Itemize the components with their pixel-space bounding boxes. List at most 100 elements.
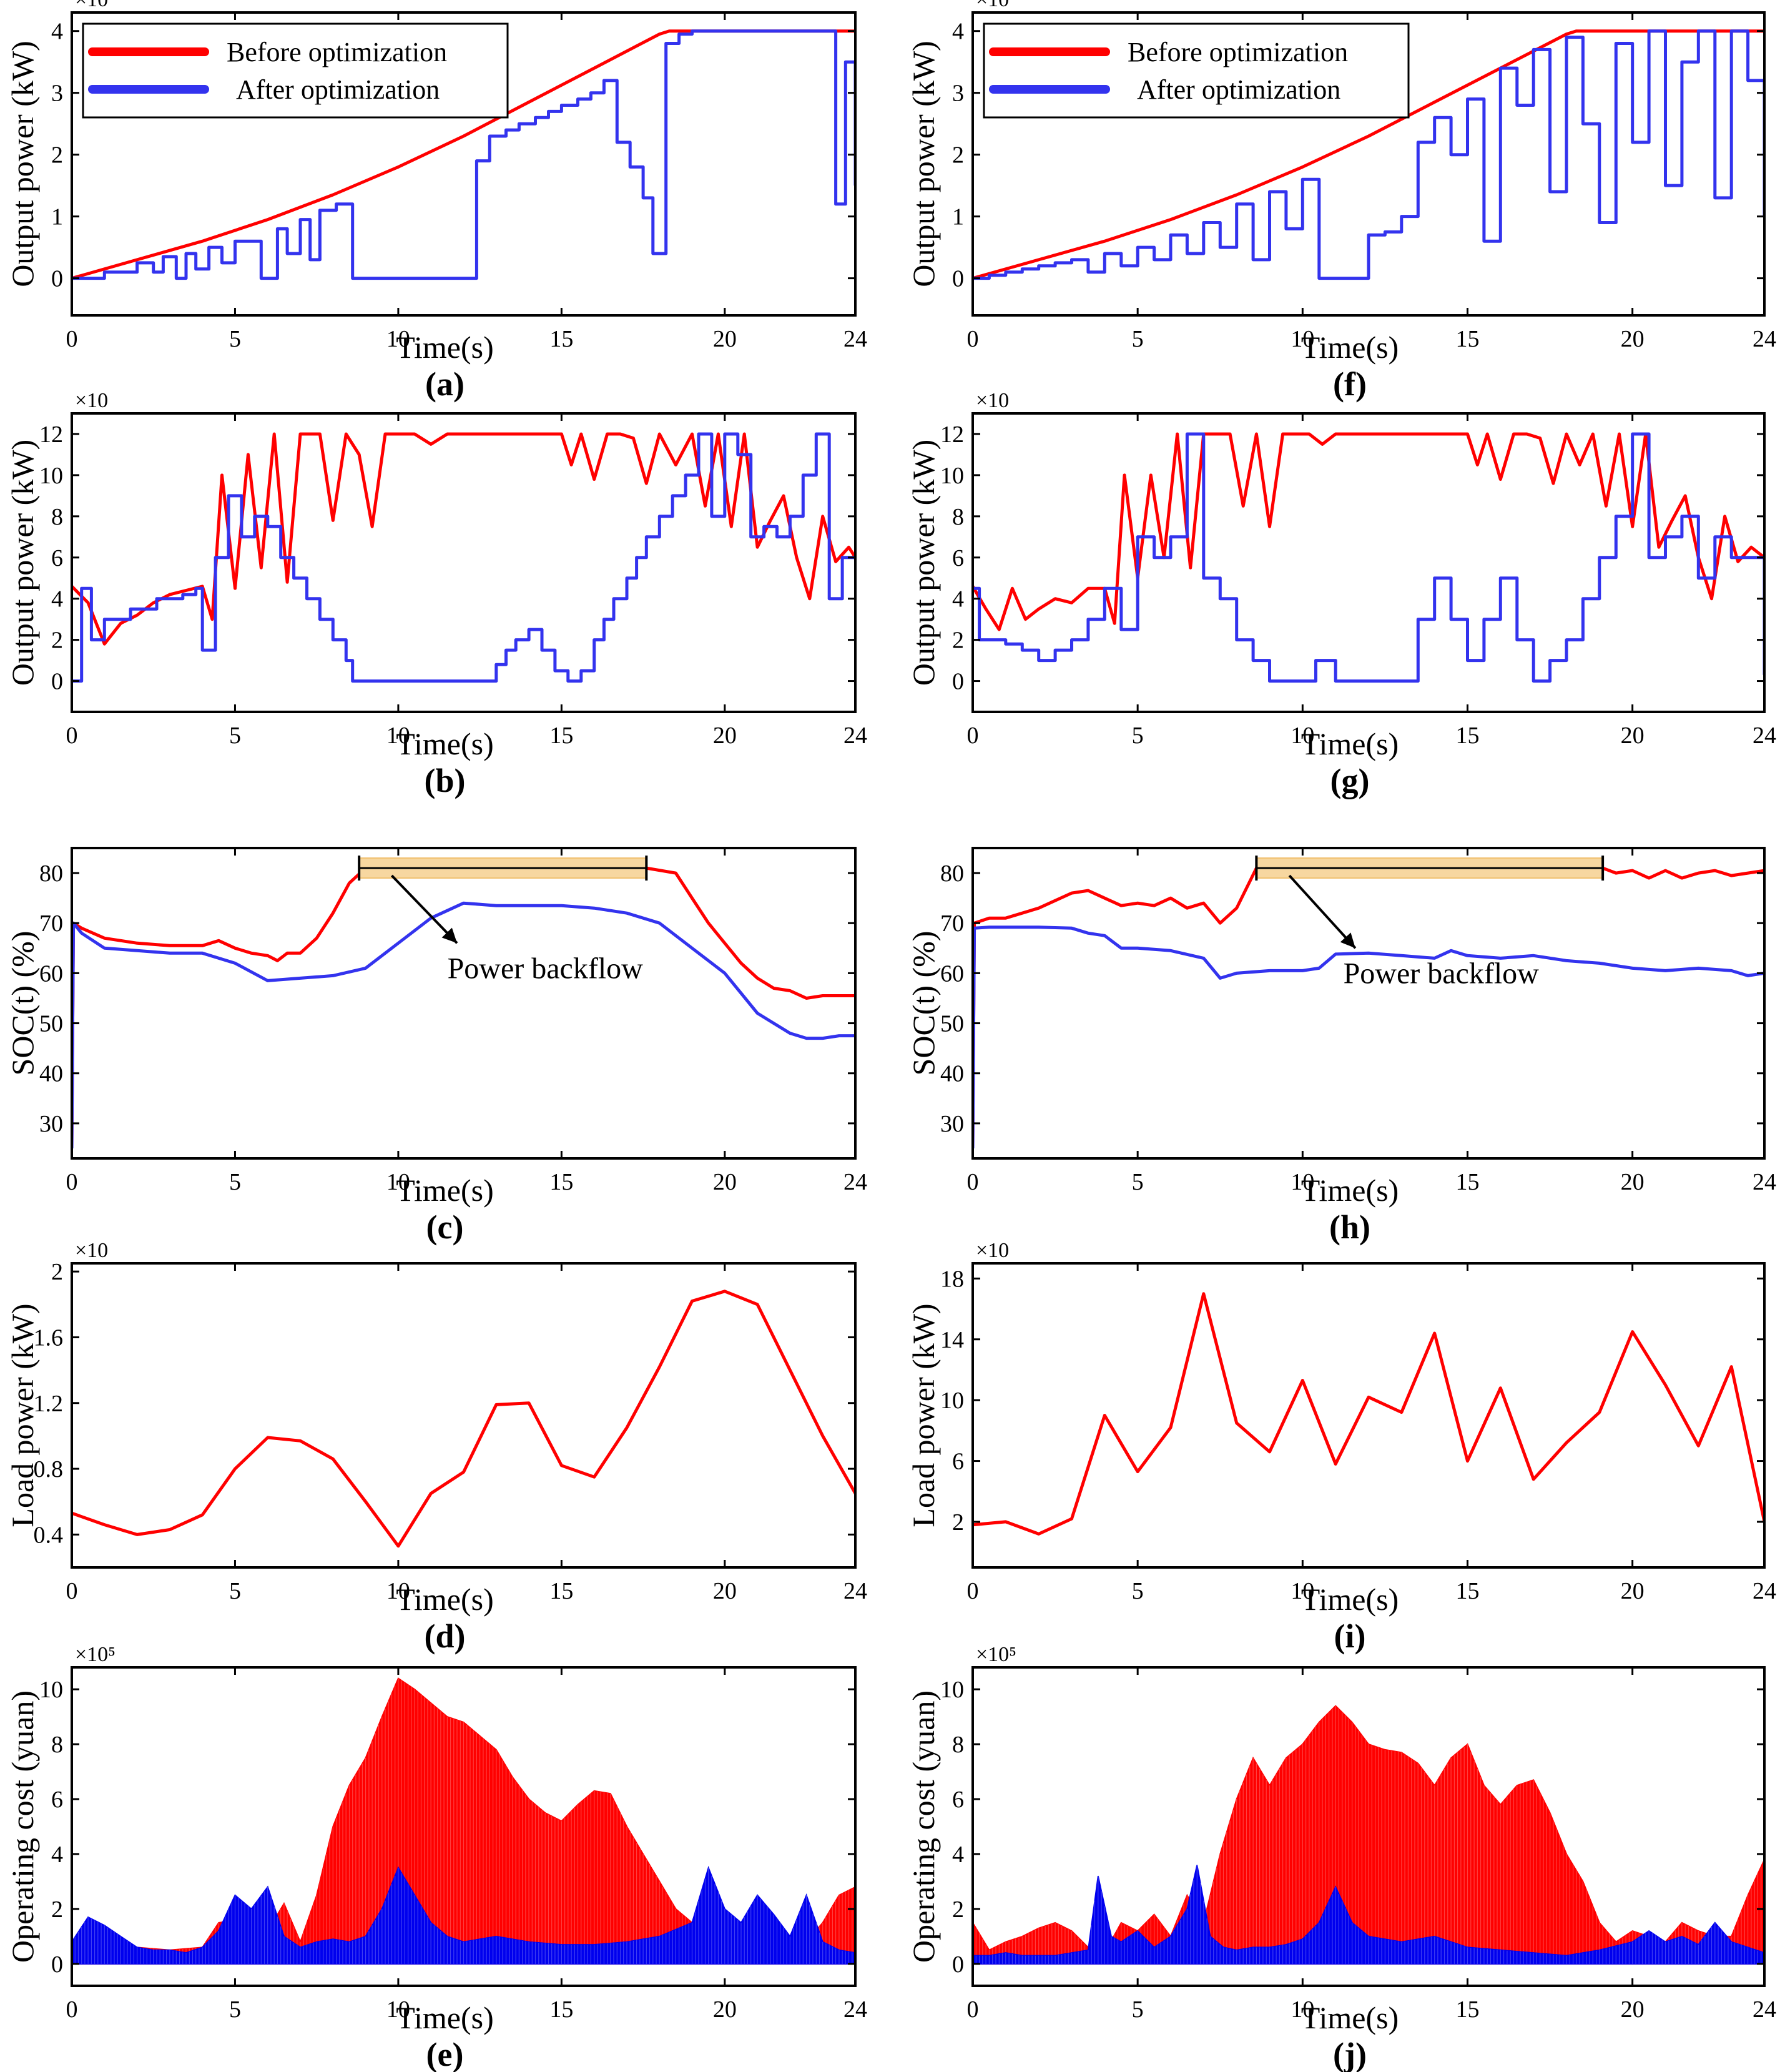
x-tick-label-e-0: 0 [66, 1996, 78, 2023]
x-tick-label-d-0: 0 [66, 1578, 78, 1604]
plot-frame-b [71, 412, 857, 713]
y-axis-label-i: Load power (kW) [906, 1303, 941, 1527]
x-tick-label-d-20: 20 [713, 1578, 737, 1604]
y-axis-label-g: Output power (kW) [906, 440, 941, 686]
axis-multiplier-a: ×10 [75, 0, 108, 11]
y-tick-label-c-70: 70 [39, 910, 63, 937]
before-series-h [973, 866, 1764, 1149]
backflow-annotation-c: Power backflow [358, 856, 648, 985]
y-tick-label-j-8: 8 [952, 1732, 964, 1758]
y-tick-label-j-0: 0 [952, 1951, 964, 1978]
legend-label-before-a: Before optimization [227, 37, 447, 67]
y-tick-label-d-0.4: 0.4 [34, 1522, 64, 1548]
x-tick-label-a-20: 20 [713, 326, 737, 352]
plot-frame-f [971, 11, 1766, 317]
x-tick-label-c-0: 0 [66, 1169, 78, 1195]
x-tick-label-a-15: 15 [549, 326, 573, 352]
y-tick-label-b-12: 12 [39, 422, 63, 448]
x-tick-label-g-20: 20 [1621, 723, 1645, 749]
plot-frame-i [971, 1262, 1766, 1569]
x-tick-label-j-10: 10 [1291, 1996, 1314, 2023]
y-tick-label-a-3: 3 [51, 81, 63, 107]
y-tick-label-i-2: 2 [952, 1509, 964, 1536]
y-tick-label-j-6: 6 [952, 1787, 964, 1813]
y-axis-label-b: Output power (kW) [5, 440, 40, 686]
y-axis-label-h: SOC(t) (%) [906, 931, 941, 1076]
x-tick-label-j-0: 0 [967, 1996, 979, 2023]
y-tick-label-b-0: 0 [51, 669, 63, 695]
after-series-c [72, 901, 855, 1149]
plot-area-e [72, 1677, 855, 1965]
x-tick-label-g-24: 24 [1753, 723, 1776, 749]
chart-a: 0 5 10 15 20 24 0 1 2 3 4 ×10 Time(s) Output power (k… [5, 0, 867, 403]
panel-caption-h: (h) [1329, 1208, 1370, 1246]
y-tick-label-j-2: 2 [952, 1897, 964, 1923]
x-tick-label-a-24: 24 [843, 326, 867, 352]
x-axis-label-b: Time(s) [396, 726, 494, 761]
y-axis-label-c: SOC(t) (%) [5, 931, 40, 1076]
x-tick-label-j-20: 20 [1621, 1996, 1645, 2023]
y-tick-label-i-14: 14 [940, 1327, 964, 1353]
chart-i: 0 5 10 15 20 24 2 6 10 14 18 ×10 Time(s) Load power (… [906, 1239, 1776, 1655]
x-tick-label-i-24: 24 [1753, 1578, 1776, 1604]
y-tick-label-g-6: 6 [952, 545, 964, 571]
legend-label-after-f: After optimization [1137, 74, 1340, 105]
y-tick-label-i-18: 18 [940, 1266, 964, 1292]
panel-caption-j: (j) [1333, 2036, 1367, 2072]
x-tick-label-g-10: 10 [1291, 723, 1314, 749]
backflow-arrow-h [1288, 874, 1357, 949]
y-tick-label-e-2: 2 [51, 1897, 63, 1923]
plot-area-c [72, 866, 855, 1149]
before-series-i [973, 1292, 1764, 1536]
x-tick-label-c-20: 20 [713, 1169, 737, 1195]
plot-frame-g [971, 412, 1766, 713]
panel-caption-g: (g) [1330, 762, 1370, 799]
x-tick-label-b-5: 5 [229, 723, 241, 749]
backflow-label-c: Power backflow [448, 952, 644, 985]
plot-area-a [72, 29, 855, 280]
backflow-arrowhead-h [1340, 932, 1355, 949]
x-axis-label-d: Time(s) [396, 1582, 494, 1617]
before-series-d [72, 1290, 855, 1548]
panel-caption-a: (a) [425, 365, 465, 403]
legend-box-f [983, 22, 1410, 119]
chart-f: 0 5 10 15 20 24 0 1 2 3 4 ×10 Time(s) Output power (k… [906, 0, 1776, 403]
x-axis-label-e: Time(s) [396, 2000, 494, 2035]
y-tick-label-c-60: 60 [39, 960, 63, 987]
axis-multiplier-f: ×10 [976, 0, 1009, 11]
y-tick-label-f-4: 4 [952, 19, 964, 45]
x-tick-label-e-20: 20 [713, 1996, 737, 2023]
panel-caption-b: (b) [425, 762, 466, 799]
y-tick-label-f-0: 0 [952, 266, 964, 292]
x-tick-label-e-5: 5 [229, 1996, 241, 2023]
y-tick-label-b-6: 6 [51, 545, 63, 571]
after-series-j-hatch [973, 1865, 1762, 1964]
axis-multiplier-e: ×10⁵ [75, 1643, 116, 1666]
y-tick-label-h-80: 80 [940, 861, 964, 887]
y-tick-label-g-2: 2 [952, 628, 964, 654]
legend-box-a [82, 22, 509, 119]
after-series-h [973, 925, 1764, 1149]
y-tick-label-d-1.2: 1.2 [34, 1391, 64, 1417]
y-axis-label-f: Output power (kW) [906, 41, 941, 287]
x-tick-label-f-5: 5 [1132, 326, 1144, 352]
x-axis-label-i: Time(s) [1301, 1582, 1399, 1617]
after-series-e [72, 1865, 855, 1965]
y-tick-label-j-10: 10 [940, 1677, 964, 1703]
x-tick-label-d-5: 5 [229, 1578, 241, 1604]
x-tick-label-e-15: 15 [549, 1996, 573, 2023]
plot-frame-d [71, 1262, 857, 1569]
y-tick-label-c-40: 40 [39, 1061, 63, 1087]
x-tick-label-a-10: 10 [386, 326, 410, 352]
chart-c: 0 5 10 15 20 24 30 40 50 60 70 80 Time(s) SOC(t) (%) (… [5, 847, 867, 1246]
legend-label-after-a: After optimization [236, 74, 440, 105]
x-tick-label-d-10: 10 [386, 1578, 410, 1604]
after-series-j [973, 1865, 1764, 1965]
before-series-a [72, 29, 855, 280]
y-tick-label-b-4: 4 [51, 586, 63, 613]
y-tick-label-a-4: 4 [51, 19, 63, 45]
after-series-a [72, 29, 855, 280]
x-tick-label-g-15: 15 [1456, 723, 1480, 749]
x-tick-label-j-15: 15 [1456, 1996, 1480, 2023]
